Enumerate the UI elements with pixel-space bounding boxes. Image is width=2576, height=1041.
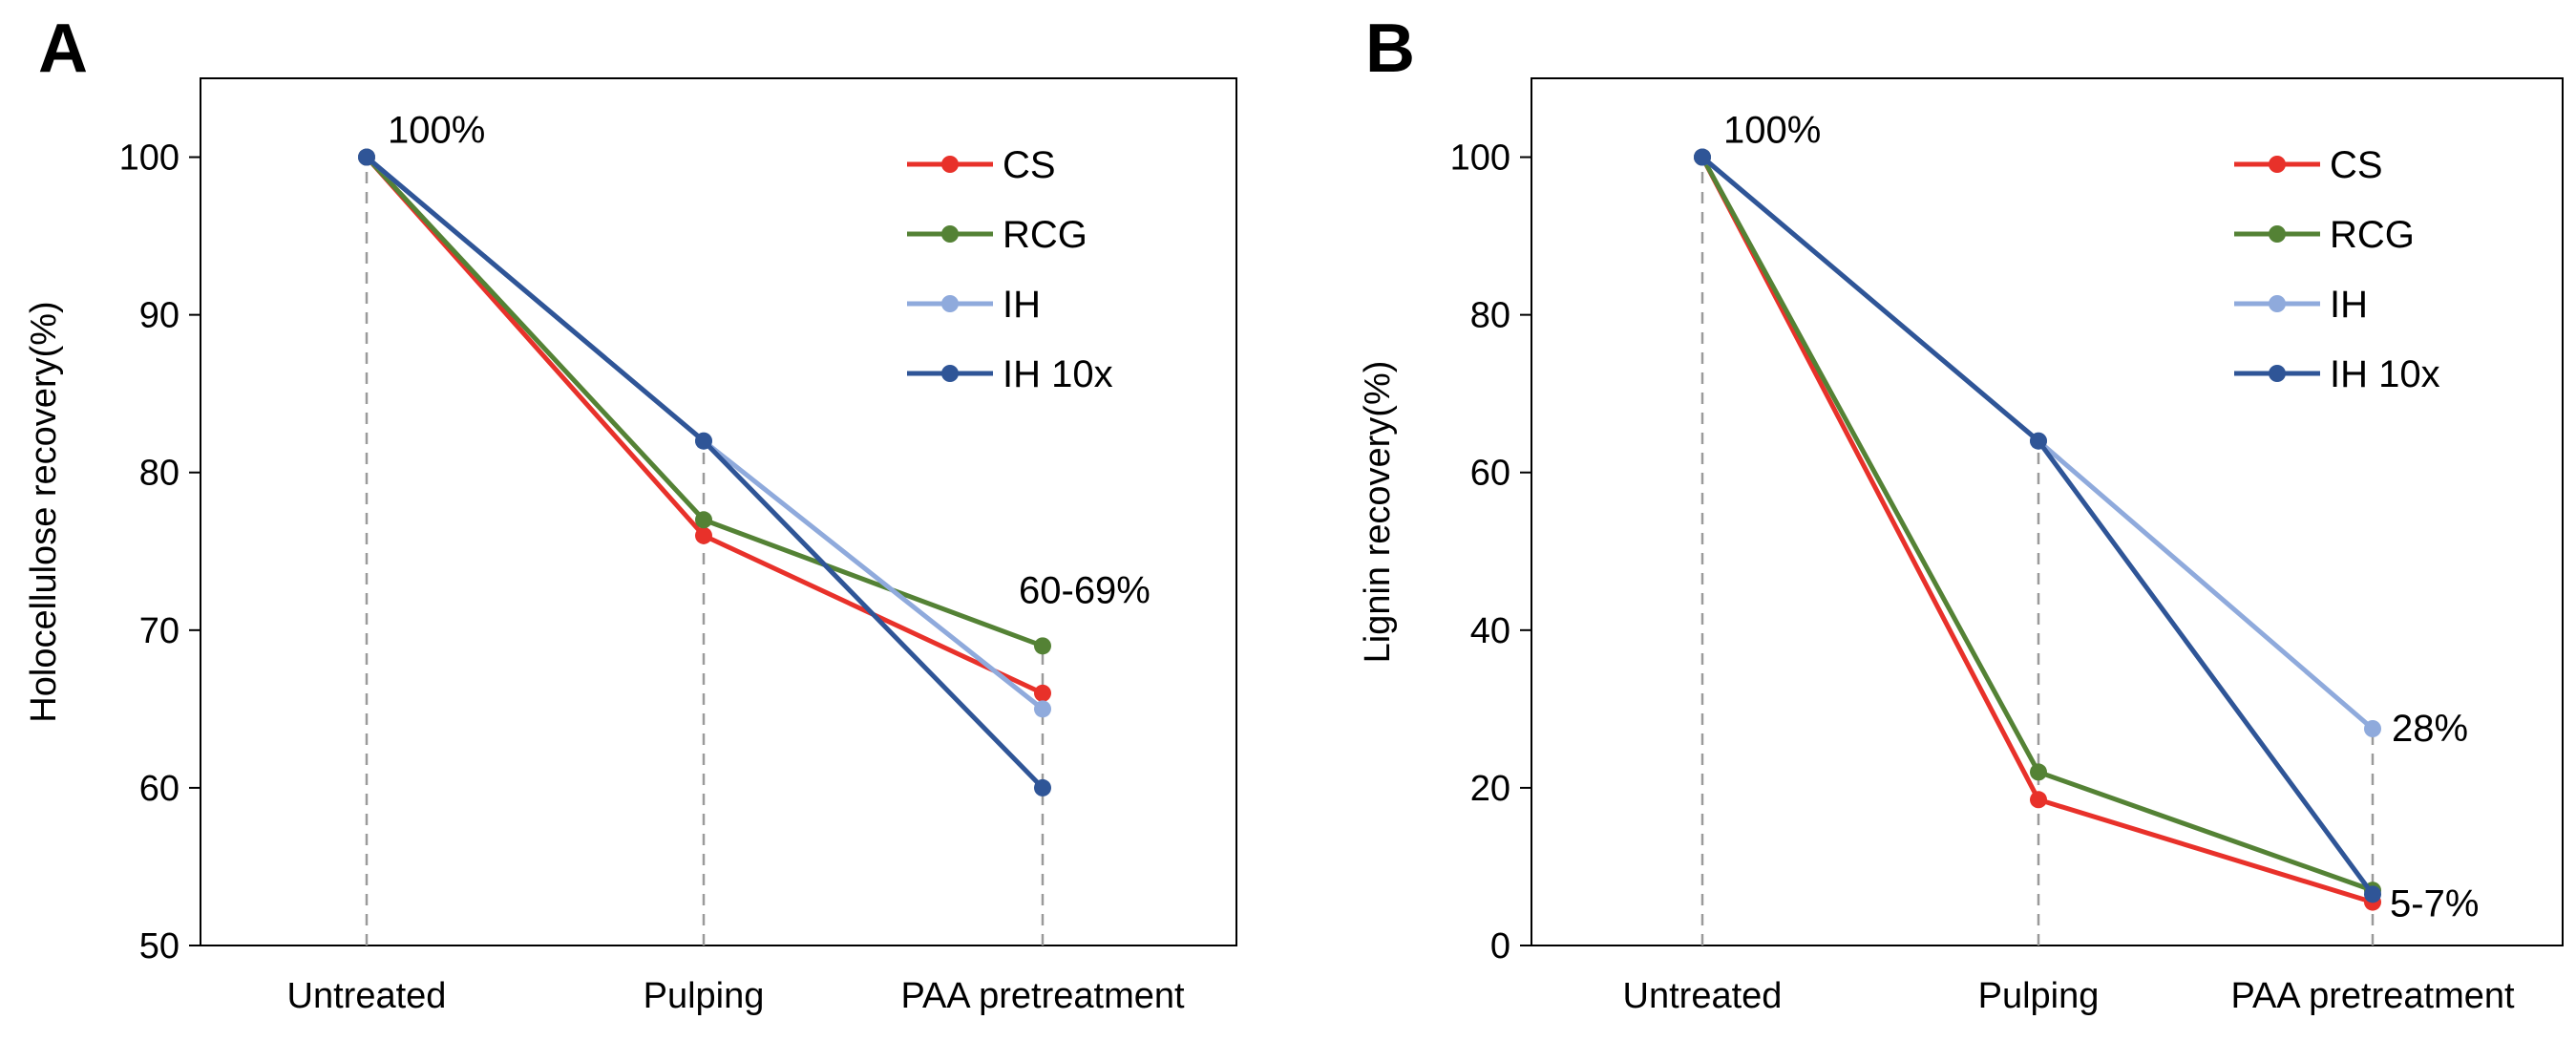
y-tick-label: 60 [1470,454,1510,494]
data-point [1034,637,1051,655]
series-group [1694,148,2381,911]
legend-marker [941,365,959,382]
legend-marker [2269,295,2286,312]
legend-marker [941,156,959,173]
annotation-label: 100% [388,110,485,152]
data-point [1694,148,1711,166]
x-tick-label: PAA pretreatment [2230,976,2515,1016]
y-tick-label: 70 [139,611,179,651]
y-tick-label: 60 [139,769,179,809]
data-point [2364,720,2381,737]
y-axis-title: Holocellulose recovery(%) [24,301,64,722]
legend: CS RCG IH IH 10x [907,144,1113,395]
legend-marker [941,295,959,312]
panel-letter: A [38,11,88,87]
data-point [1034,684,1051,702]
data-point [358,148,375,166]
y-tick-label: 80 [139,454,179,494]
plot-frame [200,77,1237,946]
series-line [365,155,1045,790]
legend-label: CS [1003,144,1056,186]
legend-marker [941,225,959,243]
legend-label: RCG [1003,214,1087,256]
legend: CS RCG IH IH 10x [2234,144,2440,395]
series-line [1700,156,2374,904]
data-point [695,526,712,544]
series-line [365,155,1045,696]
data-point [695,432,712,450]
y-tick-label: 80 [1470,296,1510,336]
y-axis-title: Lignin recovery(%) [1358,361,1398,664]
x-axis: Untreated Pulping PAA pretreatment [287,976,1185,1016]
y-tick-label: 90 [139,296,179,336]
x-tick-label: Pulping [644,976,765,1016]
data-point [2030,763,2047,781]
panel-b: B 0 20 40 60 80 100 Untreated Pulping PAA pretr… [1358,11,2564,1016]
legend-label: IH 10x [1003,353,1113,395]
y-tick-label: 50 [139,926,179,967]
data-point [1034,700,1051,718]
x-tick-label: Untreated [287,976,447,1016]
annotations: 100% 28% 5-7% [1723,110,2479,925]
plot-frame [1531,77,2564,946]
data-point [695,511,712,529]
legend-label: IH [2330,284,2368,326]
y-tick-label: 0 [1490,926,1510,967]
x-tick-label: PAA pretreatment [900,976,1185,1016]
x-tick-label: Pulping [1978,976,2100,1016]
legend-label: CS [2330,144,2383,186]
legend-marker [2269,365,2286,382]
x-tick-label: Untreated [1623,976,1783,1016]
y-tick-label: 40 [1470,611,1510,651]
y-tick-label: 20 [1470,769,1510,809]
data-point [2030,791,2047,809]
series-group [358,148,1051,797]
guide-lines [365,157,1045,945]
y-axis: 50 60 70 80 90 100 [119,138,201,967]
panel-a: A 50 60 70 80 90 100 Untreated Pulping PAA pret… [24,11,1237,1016]
series-line [365,155,1044,648]
x-axis: Untreated Pulping PAA pretreatment [1623,976,2515,1016]
data-point [2364,885,2381,903]
annotation-label: 28% [2392,708,2468,750]
legend-label: IH [1003,284,1041,326]
y-tick-label: 100 [119,138,179,179]
annotations: 100% 60-69% [388,110,1151,612]
data-point [1034,778,1051,797]
y-tick-label: 100 [1450,138,1510,179]
legend-marker [2269,156,2286,173]
annotation-label: 100% [1723,110,1821,152]
annotation-label: 5-7% [2390,883,2479,925]
legend-label: RCG [2330,214,2415,256]
legend-marker [2269,225,2286,243]
y-axis: 0 20 40 60 80 100 [1450,138,1531,967]
data-point [2030,432,2047,450]
annotation-label: 60-69% [1019,569,1151,611]
guide-lines [1700,157,2375,945]
panel-letter: B [1365,11,1415,87]
legend-label: IH 10x [2330,353,2440,395]
